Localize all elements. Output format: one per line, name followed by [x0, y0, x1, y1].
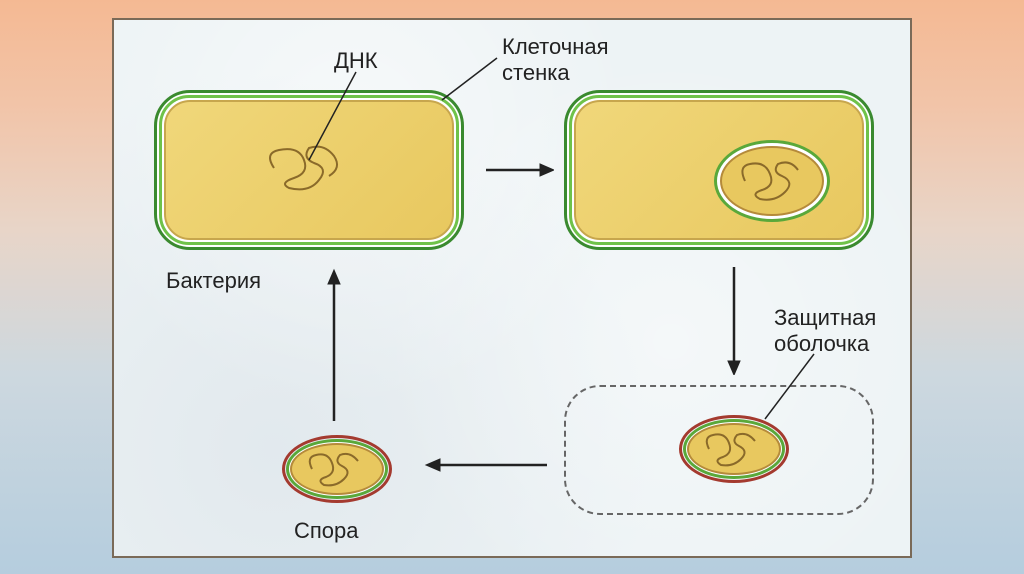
dna-squiggle — [254, 138, 354, 198]
arrow-br-to-bl — [424, 455, 549, 475]
spore-inside-cell — [714, 140, 830, 222]
cell-spore-forming — [564, 90, 874, 250]
label-bacterium: Бактерия — [166, 268, 261, 294]
dna-squiggle — [697, 427, 771, 471]
arrow-tr-to-br — [724, 265, 744, 375]
diagram-frame: ДНК Клеточная стенка Бактерия Спора Защи… — [112, 18, 912, 558]
arrow-tl-to-tr — [484, 160, 554, 180]
label-dna: ДНК — [334, 48, 378, 74]
label-spore: Спора — [294, 518, 359, 544]
spore-with-coat — [679, 415, 789, 483]
cell-bacterium — [154, 90, 464, 250]
dna-squiggle — [300, 447, 374, 491]
arrow-bl-to-tl — [324, 268, 344, 423]
spore-free — [282, 435, 392, 503]
dna-squiggle — [730, 154, 814, 208]
label-cell-wall: Клеточная стенка — [502, 34, 609, 86]
label-protective-coat: Защитная оболочка — [774, 305, 876, 357]
